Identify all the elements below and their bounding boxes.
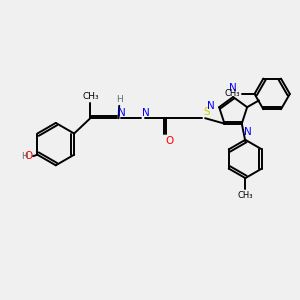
- Text: H: H: [21, 152, 28, 161]
- Text: N: N: [229, 83, 237, 94]
- Text: N: N: [142, 108, 150, 118]
- Text: O: O: [25, 151, 33, 161]
- Text: CH₃: CH₃: [238, 191, 253, 200]
- Text: N: N: [118, 108, 126, 118]
- Text: N: N: [207, 101, 215, 111]
- Text: H: H: [116, 95, 123, 104]
- Text: CH₃: CH₃: [225, 89, 240, 98]
- Text: S: S: [204, 107, 210, 117]
- Text: O: O: [166, 136, 174, 146]
- Text: CH₃: CH₃: [82, 92, 99, 100]
- Text: N: N: [244, 127, 251, 137]
